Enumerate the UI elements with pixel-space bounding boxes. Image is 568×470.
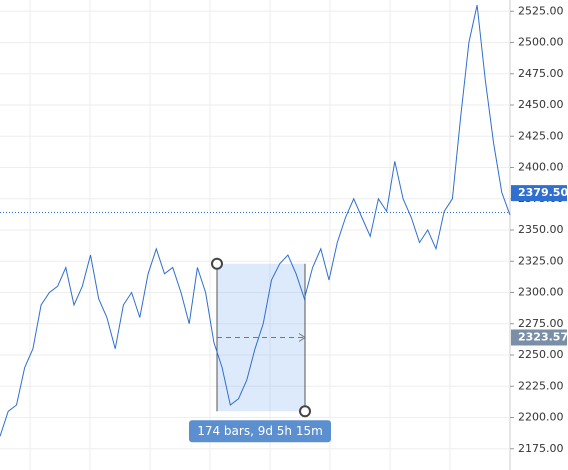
measure-arrow-head [298, 333, 306, 342]
price-line [0, 4, 511, 437]
y-tick-label: 2475.00 [518, 67, 564, 80]
measure-handle [211, 257, 223, 270]
y-tick-label: 2225.00 [518, 379, 564, 392]
measure-handle [299, 405, 311, 418]
y-tick-label: 2300.00 [518, 286, 564, 299]
y-tick-label: 2450.00 [518, 98, 564, 111]
y-tick-label: 2350.00 [518, 223, 564, 236]
y-tick-label: 2275.00 [518, 317, 564, 330]
measure-label-box [189, 420, 331, 443]
y-tick-label: 2425.00 [518, 129, 564, 142]
price-marker-box [511, 185, 567, 202]
price-marker-label: 2379.50 [518, 186, 568, 199]
y-tick-label: 2250.00 [518, 348, 564, 361]
measure-price-box [511, 329, 567, 346]
vertical-grid [29, 0, 451, 470]
measure-label: 174 bars, 9d 5h 15m [197, 424, 323, 438]
y-tick-label: 2525.00 [518, 4, 564, 17]
measure-price-label: 2323.57 [518, 331, 568, 344]
y-tick-label: 2500.00 [518, 36, 564, 49]
y-tick-label: 2400.00 [518, 161, 564, 174]
y-tick-label: 2175.00 [518, 442, 564, 455]
y-tick-label: 2200.00 [518, 411, 564, 424]
y-tick-label: 2325.00 [518, 254, 564, 267]
